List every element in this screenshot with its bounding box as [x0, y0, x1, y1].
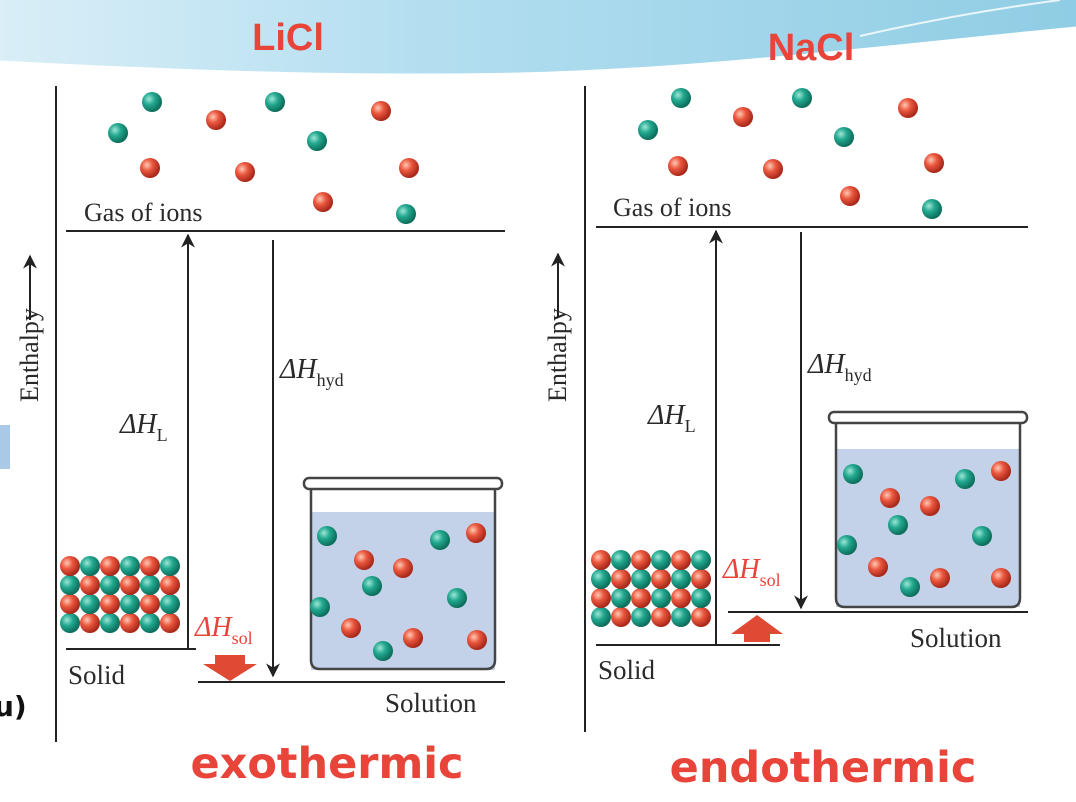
lattice-ion	[591, 607, 611, 627]
beaker	[827, 410, 1029, 609]
lattice-ion	[140, 613, 160, 633]
lattice-ion	[651, 607, 671, 627]
solution-enthalpy-down-arrow	[203, 655, 257, 681]
lattice-ion	[591, 588, 611, 608]
lattice-ion	[591, 569, 611, 589]
gas-ions	[108, 92, 419, 224]
panel-title: LiCl	[252, 17, 324, 59]
lattice-ion	[60, 556, 80, 576]
lattice-ion	[140, 594, 160, 614]
lattice-energy-label: ΔHL	[119, 409, 168, 445]
lattice-ion	[80, 556, 100, 576]
lattice-ion	[160, 575, 180, 595]
lattice-ion	[691, 569, 711, 589]
lattice-ion	[100, 594, 120, 614]
lattice-ion	[631, 550, 651, 570]
hydration-energy-label: ΔHhyd	[279, 354, 344, 390]
lattice-ion	[591, 550, 611, 570]
lattice-ion	[651, 550, 671, 570]
beaker	[302, 476, 504, 671]
solid-lattice	[60, 556, 180, 633]
solution-enthalpy-label: ΔHsol	[722, 554, 781, 590]
lattice-ion	[100, 556, 120, 576]
edge-fragment-bar	[0, 425, 10, 469]
lattice-ion	[120, 556, 140, 576]
solid-lattice	[591, 550, 711, 627]
svg-text:Enthalpy: Enthalpy	[543, 308, 572, 402]
lattice-ion	[691, 607, 711, 627]
lattice-ion	[651, 588, 671, 608]
lattice-ion	[160, 613, 180, 633]
lattice-ion	[671, 607, 691, 627]
solid-label: Solid	[68, 660, 126, 690]
lattice-ion	[611, 569, 631, 589]
lattice-ion	[80, 594, 100, 614]
hydration-energy-label: ΔHhyd	[807, 349, 872, 385]
solid-label: Solid	[598, 655, 656, 685]
edge-fragment-text: u)	[0, 690, 27, 723]
lattice-ion	[631, 569, 651, 589]
lattice-ion	[671, 550, 691, 570]
lattice-energy-label: ΔHL	[647, 400, 696, 436]
lattice-ion	[651, 569, 671, 589]
top-banner	[0, 0, 1076, 77]
lattice-ion	[611, 607, 631, 627]
lattice-ion	[611, 588, 631, 608]
enthalpy-axis-label: Enthalpy	[15, 308, 44, 402]
gas-of-ions-label: Gas of ions	[84, 198, 202, 227]
lattice-ion	[120, 594, 140, 614]
enthalpy-axis-label: Enthalpy	[543, 308, 572, 402]
lattice-ion	[160, 556, 180, 576]
solution-label: Solution	[910, 623, 1002, 653]
lattice-ion	[611, 550, 631, 570]
lattice-ion	[80, 613, 100, 633]
lattice-ion	[691, 550, 711, 570]
panel-licl: LiCl Enthalpy Gas of ions ΔHL ΔHhyd	[15, 17, 505, 789]
gas-of-ions-label: Gas of ions	[613, 193, 731, 222]
panel-caption: exothermic	[190, 739, 463, 789]
lattice-ion	[60, 594, 80, 614]
lattice-ion	[60, 575, 80, 595]
solution-enthalpy-up-arrow	[731, 615, 783, 642]
lattice-ion	[120, 613, 140, 633]
lattice-ion	[140, 556, 160, 576]
panel-title: NaCl	[768, 27, 855, 69]
lattice-ion	[160, 594, 180, 614]
lattice-ion	[671, 588, 691, 608]
lattice-ion	[631, 588, 651, 608]
gas-ions	[638, 88, 944, 219]
solution-enthalpy-label: ΔHsol	[194, 612, 253, 648]
lattice-ion	[140, 575, 160, 595]
panel-caption: endothermic	[670, 743, 977, 793]
lattice-ion	[631, 607, 651, 627]
lattice-ion	[671, 569, 691, 589]
lattice-ion	[100, 613, 120, 633]
solution-label: Solution	[385, 688, 477, 718]
lattice-ion	[100, 575, 120, 595]
lattice-ion	[80, 575, 100, 595]
lattice-ion	[60, 613, 80, 633]
lattice-ion	[691, 588, 711, 608]
panel-nacl: NaCl Enthalpy Gas of ions ΔHL ΔHhyd Soli	[543, 27, 1029, 793]
lattice-ion	[120, 575, 140, 595]
svg-text:Enthalpy: Enthalpy	[15, 308, 44, 402]
